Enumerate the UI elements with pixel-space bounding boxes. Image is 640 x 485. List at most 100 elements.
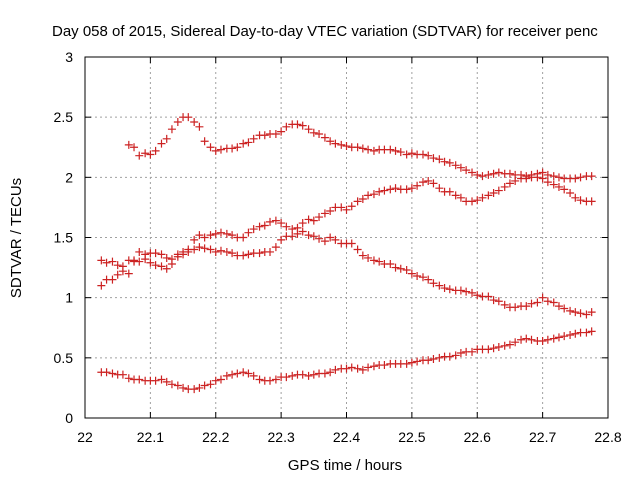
data-point bbox=[309, 128, 318, 137]
data-point bbox=[130, 256, 139, 265]
data-point bbox=[386, 259, 395, 268]
data-point bbox=[249, 371, 258, 380]
series-4 bbox=[97, 327, 596, 394]
data-point bbox=[141, 149, 150, 158]
x-tick-label: 22.8 bbox=[594, 429, 621, 445]
data-point bbox=[151, 249, 160, 258]
data-point bbox=[549, 334, 558, 343]
data-point bbox=[391, 146, 400, 155]
data-point bbox=[337, 140, 346, 149]
data-point bbox=[358, 194, 367, 203]
data-point bbox=[282, 122, 291, 131]
data-point bbox=[190, 235, 199, 244]
data-point bbox=[266, 376, 275, 385]
data-point bbox=[260, 221, 269, 230]
data-point bbox=[216, 145, 225, 154]
data-point bbox=[326, 207, 335, 216]
data-point bbox=[206, 143, 215, 152]
data-point bbox=[228, 370, 237, 379]
x-tick-label: 22 bbox=[77, 429, 93, 445]
data-point bbox=[543, 297, 552, 306]
data-point bbox=[342, 142, 351, 151]
data-point bbox=[298, 121, 307, 130]
data-point bbox=[473, 291, 482, 300]
data-point bbox=[484, 170, 493, 179]
data-point bbox=[505, 179, 514, 188]
data-point bbox=[500, 341, 509, 350]
data-point bbox=[489, 344, 498, 353]
data-point bbox=[173, 381, 182, 390]
data-point bbox=[538, 174, 547, 183]
data-point bbox=[364, 145, 373, 154]
data-point bbox=[364, 363, 373, 372]
data-point bbox=[484, 292, 493, 301]
data-point bbox=[200, 233, 209, 242]
data-point bbox=[571, 308, 580, 317]
data-point bbox=[190, 117, 199, 126]
data-point bbox=[118, 262, 127, 271]
data-point bbox=[391, 184, 400, 193]
data-point bbox=[445, 352, 454, 361]
data-point bbox=[347, 363, 356, 372]
data-point bbox=[396, 148, 405, 157]
data-point bbox=[179, 383, 188, 392]
data-point bbox=[402, 359, 411, 368]
data-point bbox=[97, 281, 106, 290]
data-point bbox=[576, 173, 585, 182]
data-point bbox=[576, 196, 585, 205]
x-tick-label: 22.6 bbox=[464, 429, 491, 445]
data-point bbox=[211, 229, 220, 238]
data-point bbox=[364, 191, 373, 200]
data-point bbox=[380, 361, 389, 370]
data-point bbox=[157, 262, 166, 271]
data-point bbox=[244, 250, 253, 259]
data-point bbox=[407, 184, 416, 193]
data-point bbox=[560, 185, 569, 194]
data-point bbox=[527, 299, 536, 308]
data-point bbox=[456, 349, 465, 358]
data-point bbox=[566, 306, 575, 315]
data-point bbox=[473, 196, 482, 205]
data-point bbox=[255, 222, 264, 231]
series-1 bbox=[124, 113, 596, 183]
data-point bbox=[157, 139, 166, 148]
data-point bbox=[554, 173, 563, 182]
data-point bbox=[494, 343, 503, 352]
data-point bbox=[331, 235, 340, 244]
data-point bbox=[424, 356, 433, 365]
data-point bbox=[456, 193, 465, 202]
data-point bbox=[298, 227, 307, 236]
data-point bbox=[445, 285, 454, 294]
data-point bbox=[255, 375, 264, 384]
data-point bbox=[108, 369, 117, 378]
data-point bbox=[560, 332, 569, 341]
data-point bbox=[549, 172, 558, 181]
data-point bbox=[282, 373, 291, 382]
data-point bbox=[288, 371, 297, 380]
data-point bbox=[309, 370, 318, 379]
data-point bbox=[468, 288, 477, 297]
data-point bbox=[429, 154, 438, 163]
data-point bbox=[124, 374, 133, 383]
data-point bbox=[456, 163, 465, 172]
y-axis-title: SDTVAR / TECUs bbox=[8, 178, 25, 298]
data-point bbox=[167, 259, 176, 268]
data-point bbox=[239, 139, 248, 148]
data-point bbox=[157, 250, 166, 259]
data-point bbox=[331, 365, 340, 374]
data-point bbox=[228, 144, 237, 153]
data-point bbox=[206, 245, 215, 254]
data-point bbox=[151, 376, 160, 385]
data-point bbox=[124, 269, 133, 278]
data-point bbox=[288, 232, 297, 241]
data-point bbox=[293, 120, 302, 129]
data-point bbox=[118, 370, 127, 379]
data-point bbox=[216, 246, 225, 255]
data-point bbox=[560, 304, 569, 313]
data-point bbox=[489, 296, 498, 305]
data-point bbox=[538, 293, 547, 302]
data-point bbox=[402, 185, 411, 194]
data-point bbox=[462, 166, 471, 175]
data-point bbox=[222, 371, 231, 380]
